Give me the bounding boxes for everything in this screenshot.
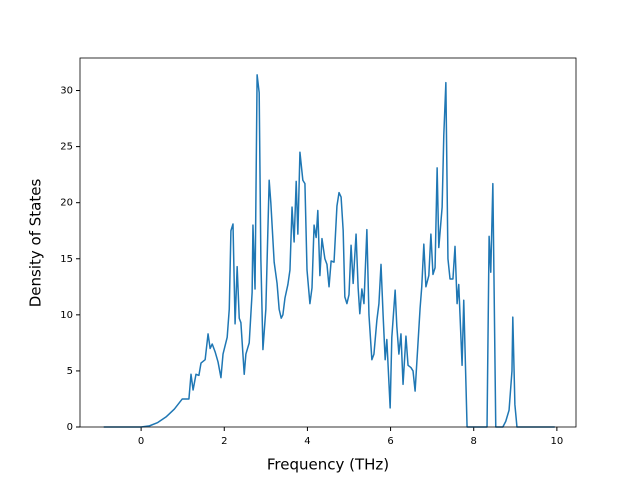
y-tick-label: 0 [67,422,73,433]
x-tick-label: 2 [221,436,227,447]
y-tick-label: 30 [60,86,73,97]
y-tick-label: 10 [60,310,73,321]
y-tick-label: 15 [60,254,73,265]
x-tick-label: 4 [304,436,310,447]
y-axis-label: Density of States [27,179,45,308]
line [103,74,555,428]
y-tick-label: 20 [60,198,73,209]
x-tick-label: 10 [551,436,564,447]
y-tick-label: 25 [60,142,73,153]
x-tick-label: 6 [387,436,393,447]
x-tick-label: 0 [138,436,144,447]
x-axis-label: Frequency (THz) [267,456,389,474]
x-tick-label: 8 [471,436,477,447]
axes-frame [79,57,577,428]
y-tick-label: 5 [67,366,73,377]
